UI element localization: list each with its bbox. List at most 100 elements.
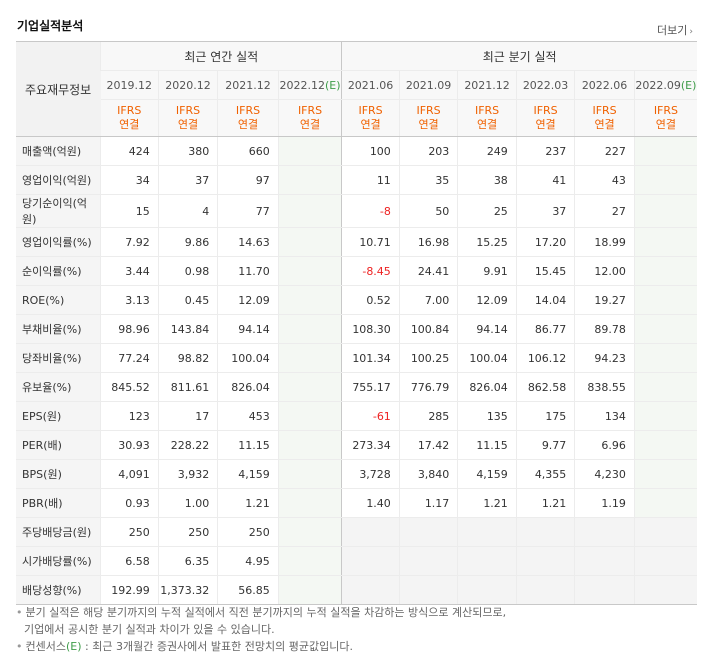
- period-header: 2022.09(E): [633, 70, 697, 100]
- value-cell: [633, 227, 697, 257]
- value-cell: [633, 430, 697, 460]
- value-cell: [341, 575, 400, 605]
- value-cell: 845.52: [100, 372, 159, 402]
- value-cell: [574, 546, 635, 576]
- value-cell: [457, 517, 517, 547]
- table-row: EPS(원) 123 17 453 -61 285 135 175 134: [16, 401, 697, 431]
- value-cell: 273.34: [341, 430, 400, 460]
- value-cell: 37: [515, 194, 575, 228]
- value-cell: 203: [398, 136, 458, 166]
- row-label: ROE(%): [16, 285, 101, 315]
- ifrs-header: IFRS 연결: [217, 99, 279, 137]
- value-cell: 56.85: [217, 575, 279, 605]
- value-cell: 6.58: [100, 546, 159, 576]
- bullet-icon: •: [16, 640, 23, 653]
- value-cell: 6.96: [574, 430, 635, 460]
- value-cell: [633, 459, 697, 489]
- value-cell: 123: [100, 401, 159, 431]
- period-header: 2019.12: [100, 70, 159, 100]
- value-cell: [457, 575, 517, 605]
- row-label: 시가배당률(%): [16, 546, 101, 576]
- value-cell: 175: [515, 401, 575, 431]
- row-label: 부채비율(%): [16, 314, 101, 344]
- chevron-right-icon: ›: [689, 27, 693, 37]
- value-cell: [398, 546, 458, 576]
- table-row: 영업이익(억원) 34 37 97 11 35 38 41 43: [16, 165, 697, 195]
- footnotes: • 분기 실적은 해당 분기까지의 누적 실적에서 직전 분기까지의 누적 실적을…: [16, 604, 506, 655]
- ifrs-header: IFRS 연결: [515, 99, 575, 137]
- table-row: 부채비율(%) 98.96 143.84 94.14 108.30 100.84 94.14…: [16, 314, 697, 344]
- value-cell: 0.52: [341, 285, 400, 315]
- value-cell: 101.34: [341, 343, 400, 373]
- value-cell: [277, 194, 342, 228]
- value-cell: 9.91: [457, 256, 517, 286]
- value-cell: [633, 546, 697, 576]
- value-cell: 227: [574, 136, 635, 166]
- value-cell: [633, 285, 697, 315]
- value-cell: 38: [457, 165, 517, 195]
- value-cell: [277, 314, 342, 344]
- value-cell: 34: [100, 165, 159, 195]
- value-cell: 228.22: [157, 430, 218, 460]
- value-cell: 1.19: [574, 488, 635, 518]
- value-cell: 41: [515, 165, 575, 195]
- value-cell: 838.55: [574, 372, 635, 402]
- value-cell: 143.84: [157, 314, 218, 344]
- value-cell: -61: [341, 401, 400, 431]
- value-cell: [277, 343, 342, 373]
- value-cell: [277, 372, 342, 402]
- value-cell: [633, 194, 697, 228]
- table-row: 주당배당금(원) 250 250 250: [16, 517, 697, 547]
- footnote-1-cont: 기업에서 공시한 분기 실적과 차이가 있을 수 있습니다.: [24, 623, 275, 636]
- period-header: 2021.12: [457, 70, 517, 100]
- value-cell: 11.15: [457, 430, 517, 460]
- value-cell: 250: [217, 517, 279, 547]
- financial-table: 주요재무정보 최근 연간 실적 최근 분기 실적 2019.12 2020.12 2…: [16, 41, 697, 605]
- value-cell: 134: [574, 401, 635, 431]
- value-cell: 4.95: [217, 546, 279, 576]
- value-cell: 50: [398, 194, 458, 228]
- value-cell: [633, 256, 697, 286]
- value-cell: 7.92: [100, 227, 159, 257]
- value-cell: 0.98: [157, 256, 218, 286]
- section-title: 기업실적분석: [17, 19, 84, 33]
- ifrs-header: IFRS 연결: [457, 99, 517, 137]
- value-cell: 94.14: [217, 314, 279, 344]
- value-cell: [633, 343, 697, 373]
- value-cell: 12.09: [217, 285, 279, 315]
- value-cell: 9.77: [515, 430, 575, 460]
- period-header: 2021.09: [398, 70, 458, 100]
- estimate-tag: (E): [680, 78, 697, 92]
- value-cell: 1.21: [515, 488, 575, 518]
- value-cell: 4,159: [457, 459, 517, 489]
- table-row: ROE(%) 3.13 0.45 12.09 0.52 7.00 12.09 14.04 19.…: [16, 285, 697, 315]
- value-cell: 3,932: [157, 459, 218, 489]
- value-cell: [277, 575, 342, 605]
- more-link[interactable]: 더보기 ›: [657, 22, 693, 38]
- value-cell: [277, 285, 342, 315]
- value-cell: 135: [457, 401, 517, 431]
- period-header: 2020.12: [157, 70, 218, 100]
- value-cell: 100.04: [457, 343, 517, 373]
- value-cell: 9.86: [157, 227, 218, 257]
- row-label: 당좌비율(%): [16, 343, 101, 373]
- value-cell: 86.77: [515, 314, 575, 344]
- period-header: 2022.12(E): [277, 70, 342, 100]
- value-cell: 826.04: [457, 372, 517, 402]
- value-cell: 1.21: [457, 488, 517, 518]
- value-cell: 35: [398, 165, 458, 195]
- value-cell: [277, 136, 342, 166]
- value-cell: 15: [100, 194, 159, 228]
- value-cell: [398, 517, 458, 547]
- value-cell: 100.84: [398, 314, 458, 344]
- value-cell: [633, 314, 697, 344]
- value-cell: 250: [157, 517, 218, 547]
- ifrs-header: IFRS 연결: [277, 99, 342, 137]
- value-cell: [277, 165, 342, 195]
- value-cell: [277, 488, 342, 518]
- value-cell: 7.00: [398, 285, 458, 315]
- value-cell: 43: [574, 165, 635, 195]
- value-cell: 0.45: [157, 285, 218, 315]
- ifrs-header: IFRS 연결: [398, 99, 458, 137]
- value-cell: [633, 372, 697, 402]
